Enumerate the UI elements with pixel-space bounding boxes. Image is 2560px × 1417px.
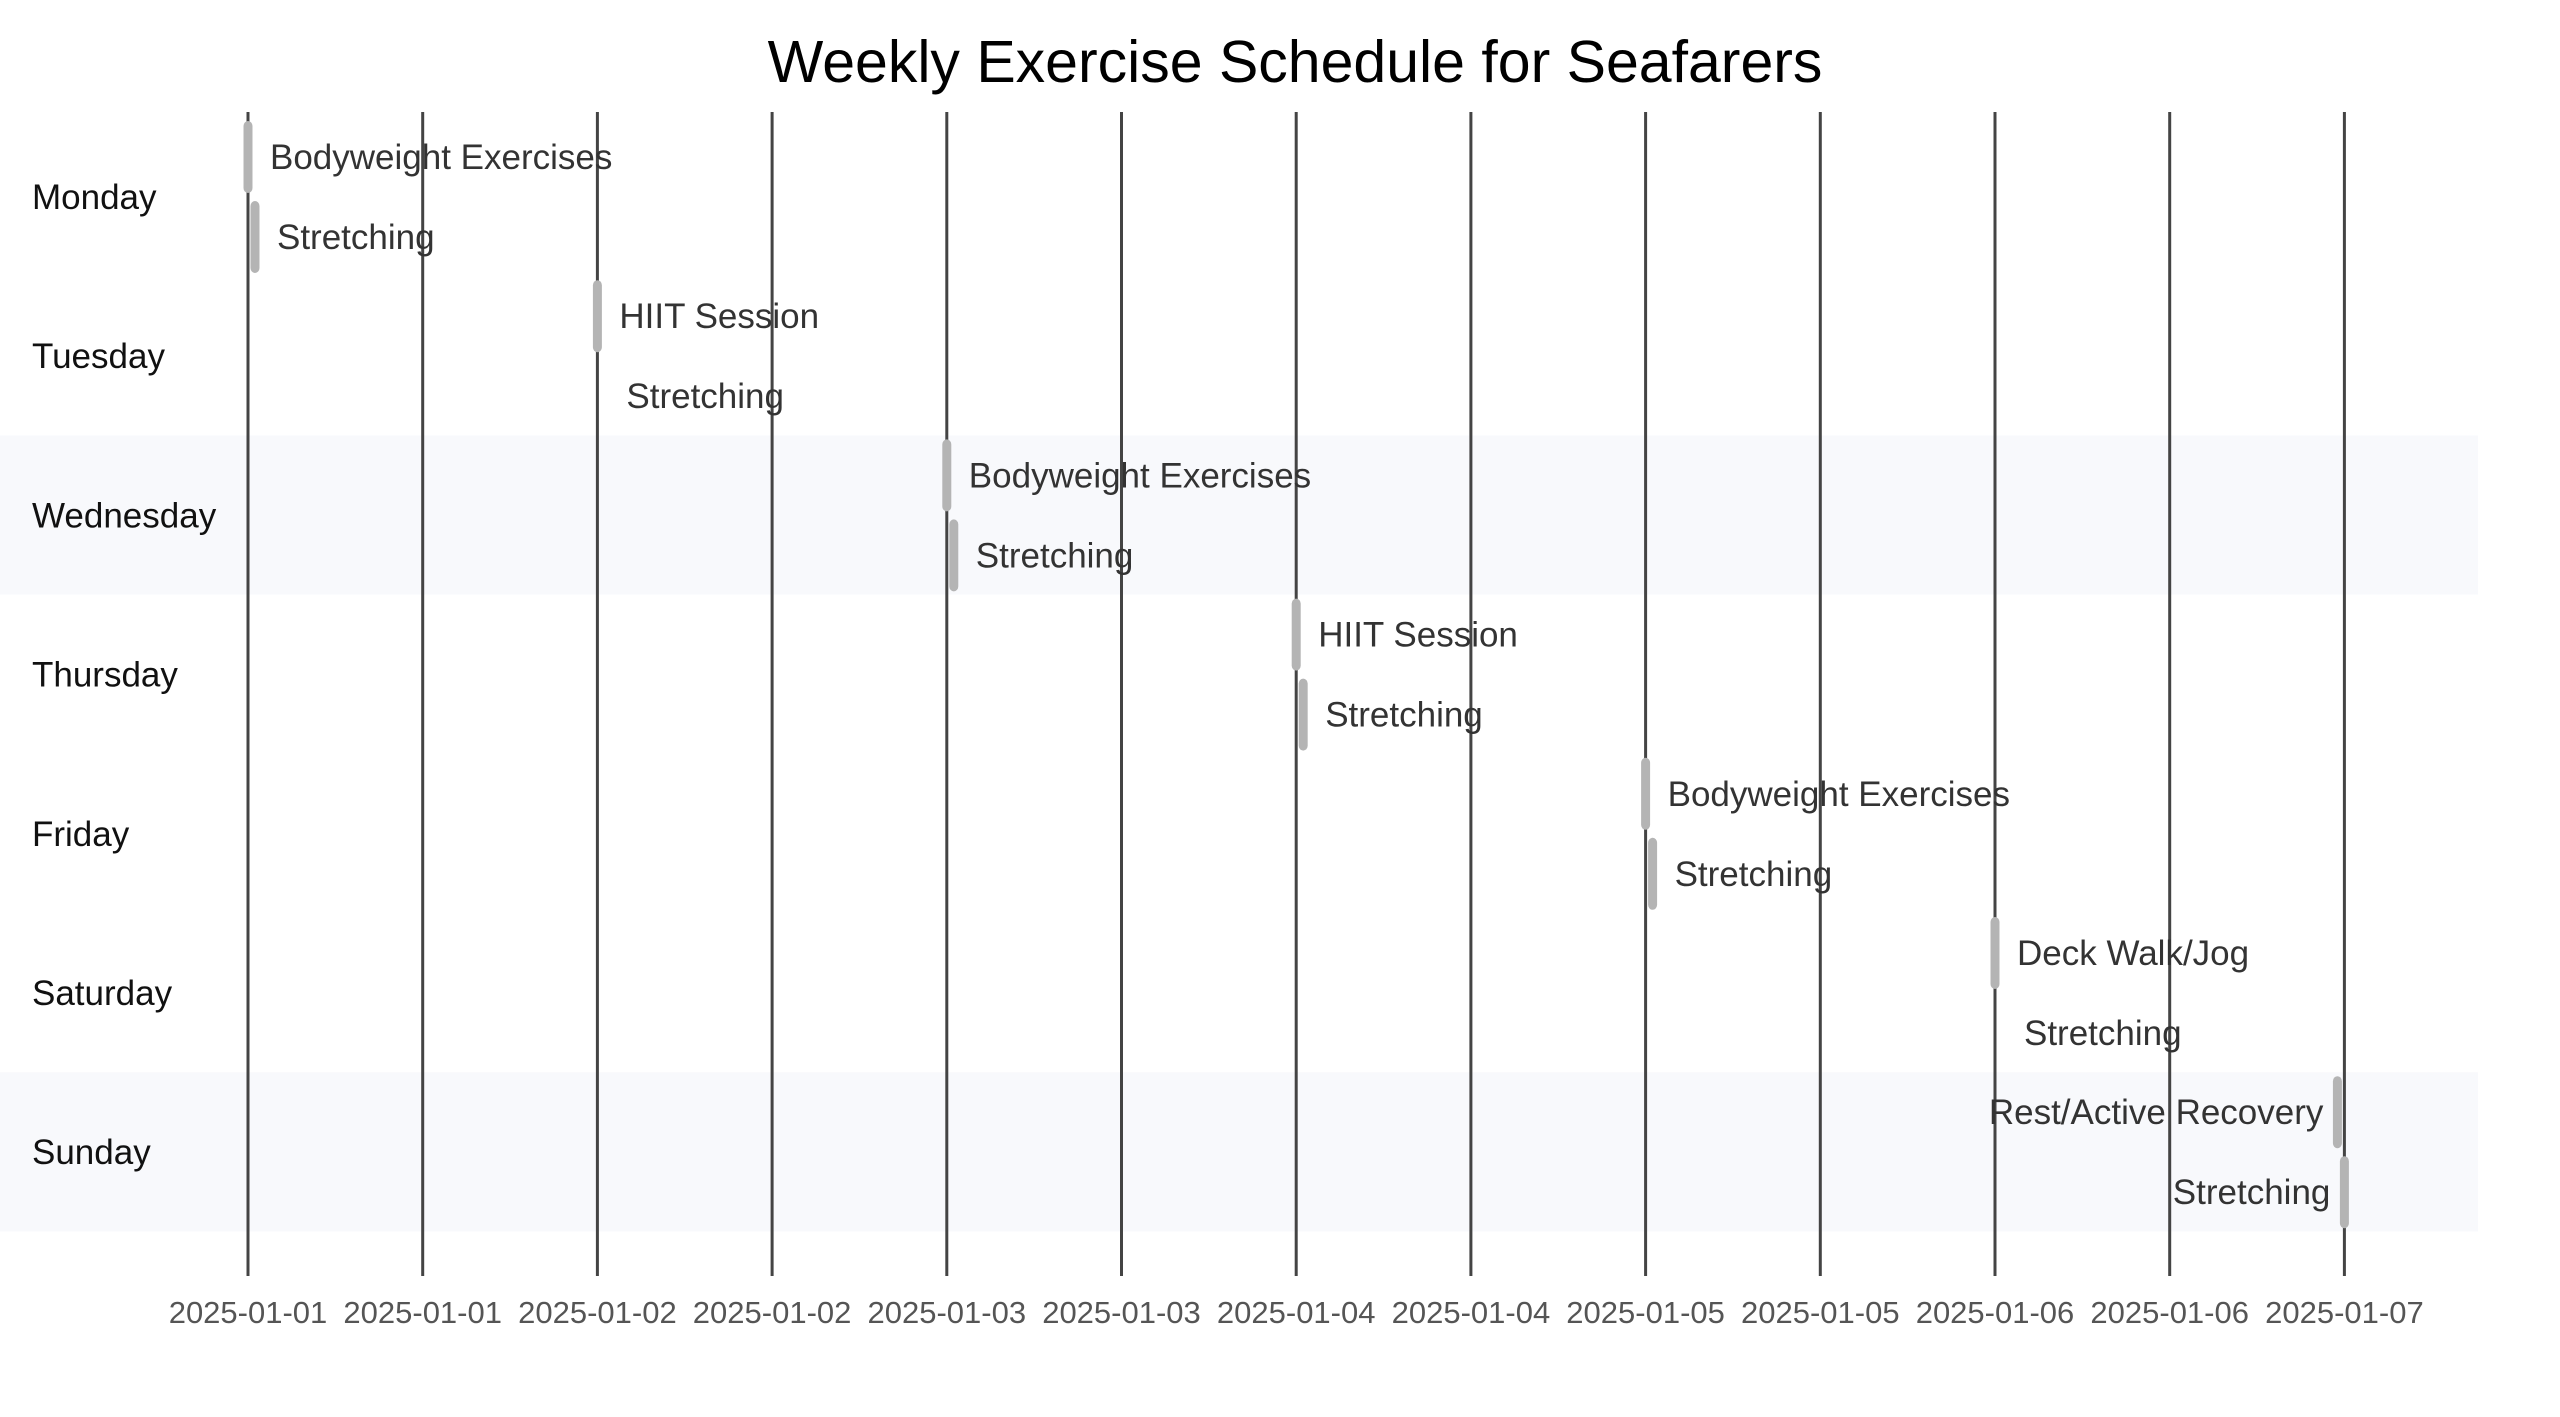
row-band-sunday	[0, 1072, 2478, 1232]
x-tick-label: 2025-01-02	[693, 1295, 852, 1330]
task-label: HIIT Session	[1318, 616, 1518, 655]
row-label-tuesday: Tuesday	[32, 337, 165, 376]
task-bar	[1648, 837, 1658, 910]
task-bar	[592, 280, 602, 353]
x-tick-labels: 2025-01-01 2025-01-01 2025-01-02 2025-01-02…	[169, 1295, 2424, 1330]
row-bands	[0, 435, 2478, 1232]
x-tick-label: 2025-01-07	[2265, 1295, 2424, 1330]
task-label: Stretching	[1325, 696, 1483, 735]
task-bar	[1990, 917, 2000, 989]
task-label: Stretching	[626, 377, 784, 416]
task-label: Deck Walk/Jog	[2017, 934, 2249, 973]
task-bar	[949, 519, 959, 592]
x-tick-label: 2025-01-03	[868, 1295, 1027, 1330]
row-label-wednesday: Wednesday	[32, 496, 217, 535]
x-tick-label: 2025-01-01	[343, 1295, 502, 1330]
task-bar	[243, 121, 253, 193]
task-label: Bodyweight Exercises	[1668, 775, 2010, 814]
task-bar	[942, 439, 952, 512]
x-tick-label: 2025-01-03	[1042, 1295, 1201, 1330]
x-tick-label: 2025-01-02	[518, 1295, 677, 1330]
task-bars: Bodyweight Exercises Stretching HIIT Sessi…	[243, 121, 2349, 1229]
task-label: Stretching	[277, 218, 435, 257]
row-label-thursday: Thursday	[32, 656, 178, 695]
row-label-saturday: Saturday	[32, 974, 173, 1013]
x-tick-label: 2025-01-06	[1916, 1295, 2075, 1330]
x-tick-label: 2025-01-01	[169, 1295, 328, 1330]
x-tick-label: 2025-01-04	[1392, 1295, 1551, 1330]
row-label-monday: Monday	[32, 178, 157, 217]
row-label-sunday: Sunday	[32, 1133, 151, 1172]
task-bar	[1291, 598, 1301, 671]
task-label: Rest/Active Recovery	[1989, 1093, 2324, 1132]
task-label: Bodyweight Exercises	[969, 456, 1311, 495]
task-label: Bodyweight Exercises	[270, 138, 612, 177]
x-tick-label: 2025-01-06	[2090, 1295, 2249, 1330]
task-label: Stretching	[1675, 855, 1833, 894]
x-tick-label: 2025-01-05	[1566, 1295, 1725, 1330]
task-bar	[1298, 678, 1308, 751]
row-label-friday: Friday	[32, 815, 130, 854]
task-label: Stretching	[976, 536, 1134, 575]
row-band-wednesday	[0, 435, 2478, 595]
row-labels: Monday Tuesday Wednesday Thursday Friday Satu…	[32, 178, 217, 1172]
gridlines	[246, 112, 2346, 1276]
x-tick-label: 2025-01-04	[1217, 1295, 1376, 1330]
task-bar	[250, 201, 260, 273]
chart-title: Weekly Exercise Schedule for Seafarers	[768, 29, 1823, 95]
task-bar	[2332, 1076, 2342, 1149]
task-bar	[1641, 757, 1651, 830]
task-label: HIIT Session	[619, 297, 819, 336]
task-bar	[2339, 1156, 2349, 1229]
x-tick-label: 2025-01-05	[1741, 1295, 1900, 1330]
task-label: Stretching	[2024, 1014, 2182, 1053]
task-label: Stretching	[2173, 1173, 2331, 1212]
